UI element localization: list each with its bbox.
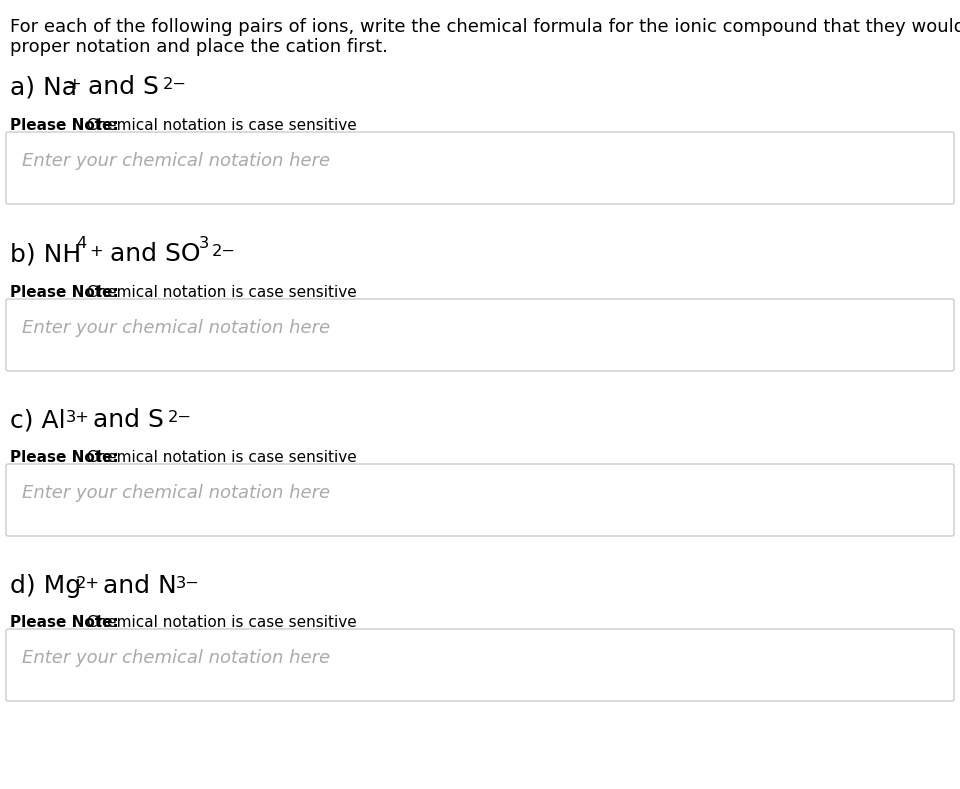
Text: and N: and N [95, 574, 177, 598]
Text: and S: and S [80, 75, 158, 99]
FancyBboxPatch shape [6, 299, 954, 371]
Text: proper notation and place the cation first.: proper notation and place the cation fir… [10, 38, 388, 56]
Text: Enter your chemical notation here: Enter your chemical notation here [22, 649, 330, 667]
FancyBboxPatch shape [6, 629, 954, 701]
Text: Chemical notation is case sensitive: Chemical notation is case sensitive [82, 450, 357, 465]
Text: +: + [89, 244, 103, 259]
Text: For each of the following pairs of ions, write the chemical formula for the ioni: For each of the following pairs of ions,… [10, 18, 960, 36]
Text: Please Note:: Please Note: [10, 118, 119, 133]
Text: a) Na: a) Na [10, 75, 77, 99]
Text: Chemical notation is case sensitive: Chemical notation is case sensitive [82, 118, 357, 133]
Text: 4: 4 [76, 236, 86, 251]
Text: Enter your chemical notation here: Enter your chemical notation here [22, 484, 330, 502]
Text: 3+: 3+ [66, 410, 90, 425]
Text: Please Note:: Please Note: [10, 285, 119, 300]
Text: Chemical notation is case sensitive: Chemical notation is case sensitive [82, 615, 357, 630]
Text: and SO: and SO [102, 242, 201, 266]
Text: c) Al: c) Al [10, 408, 65, 432]
FancyBboxPatch shape [6, 464, 954, 536]
Text: 2−: 2− [163, 77, 187, 92]
Text: 2−: 2− [212, 244, 236, 259]
Text: +: + [67, 77, 81, 92]
Text: 2−: 2− [168, 410, 192, 425]
FancyBboxPatch shape [6, 132, 954, 204]
Text: 3−: 3− [176, 576, 200, 591]
Text: Enter your chemical notation here: Enter your chemical notation here [22, 319, 330, 337]
Text: Enter your chemical notation here: Enter your chemical notation here [22, 152, 330, 170]
Text: b) NH: b) NH [10, 242, 82, 266]
Text: Chemical notation is case sensitive: Chemical notation is case sensitive [82, 285, 357, 300]
Text: Please Note:: Please Note: [10, 615, 119, 630]
Text: 2+: 2+ [76, 576, 100, 591]
Text: d) Mg: d) Mg [10, 574, 82, 598]
Text: Please Note:: Please Note: [10, 450, 119, 465]
Text: and S: and S [85, 408, 164, 432]
Text: 3: 3 [199, 236, 209, 251]
